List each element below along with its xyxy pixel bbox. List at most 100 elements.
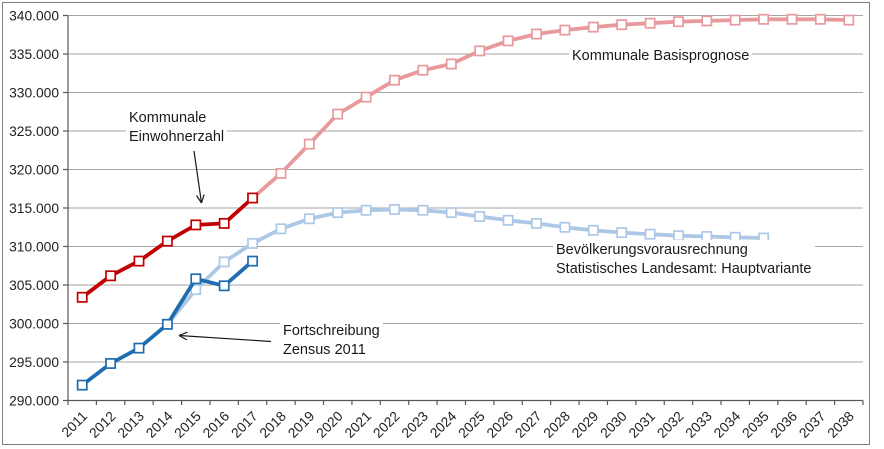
marker-bev-lkerungsvorausrechnung-statistisches (275, 223, 287, 235)
marker-bev-lkerungsvorausrechnung-statistisches (616, 227, 628, 239)
marker-bev-lkerungsvorausrechnung-statistisches (673, 230, 684, 242)
x-tick-label: 2012 (86, 409, 118, 441)
x-tick-label: 2025 (456, 408, 489, 441)
x-tick-label: 2020 (314, 408, 347, 441)
marker-kommunale-basisprognose (417, 64, 429, 76)
marker-kommunale-basisprognose (332, 108, 344, 120)
x-tick-label: 2013 (115, 408, 148, 441)
annotation-kommunale-einwohnerzahl: Kommunale Einwohnerzahl (126, 108, 228, 148)
marker-kommunale-basisprognose (786, 13, 798, 25)
marker-kommunale-einwohnerzahl (76, 291, 88, 303)
arrow-kommunale-einwohnerzahl-head (200, 194, 205, 204)
annotation-line: Bevölkerungsvorausrechnung (556, 242, 748, 258)
marker-kommunale-einwohnerzahl (133, 255, 145, 267)
x-tick-label: 2038 (825, 408, 858, 441)
marker-kommunale-einwohnerzahl (105, 270, 117, 282)
x-tick-label: 2024 (427, 408, 460, 441)
x-tick-label: 2022 (370, 409, 402, 441)
x-tick-label: 2032 (654, 409, 686, 441)
x-tick-label: 2026 (484, 408, 517, 441)
y-tick-label: 330.000 (9, 85, 59, 100)
annotation-line: Einwohnerzahl (129, 129, 225, 145)
marker-kommunale-basisprognose (673, 16, 684, 28)
marker-kommunale-basisprognose (531, 28, 542, 40)
x-tick-label: 2021 (342, 409, 374, 441)
x-tick-label: 2037 (796, 409, 828, 441)
arrow-fortschreibung-zensus-head (178, 334, 188, 341)
y-tick-label: 315.000 (9, 201, 59, 216)
x-tick-label: 2016 (200, 408, 233, 441)
marker-bev-lkerungsvorausrechnung-statistisches (303, 213, 315, 225)
x-tick-label: 2014 (143, 408, 176, 441)
marker-bev-lkerungsvorausrechnung-statistisches (445, 207, 457, 219)
y-tick-label: 295.000 (9, 355, 59, 370)
x-tick-label: 2017 (228, 409, 260, 441)
marker-fortschreibung-zensus-2011 (218, 280, 230, 292)
marker-kommunale-basisprognose (474, 45, 486, 57)
marker-kommunale-basisprognose (644, 17, 656, 29)
marker-bev-lkerungsvorausrechnung-statistisches (474, 211, 486, 222)
y-tick-label: 320.000 (9, 162, 59, 177)
marker-kommunale-basisprognose (559, 24, 571, 36)
x-tick-label: 2023 (399, 408, 432, 441)
marker-kommunale-basisprognose (360, 91, 372, 103)
y-tick-label: 305.000 (9, 278, 59, 293)
marker-kommunale-basisprognose (616, 19, 628, 31)
marker-bev-lkerungsvorausrechnung-statistisches (587, 224, 599, 236)
marker-kommunale-basisprognose (587, 21, 599, 33)
marker-kommunale-basisprognose (814, 13, 826, 25)
y-tick-label: 310.000 (9, 239, 59, 254)
annotation-line: Kommunale (129, 110, 207, 126)
marker-kommunale-basisprognose (701, 15, 713, 27)
annotation-fortschreibung-zensus: Fortschreibung Zensus 2011 (280, 321, 383, 361)
marker-kommunale-einwohnerzahl (190, 219, 202, 231)
annotation-bevoelkerungsvorausrechnung: Bevölkerungsvorausrechnung Statistisches… (553, 240, 815, 280)
x-tick-label: 2011 (59, 409, 91, 441)
marker-kommunale-basisprognose (729, 14, 741, 26)
annotation-line: Zensus 2011 (283, 342, 366, 358)
arrow-kommunale-einwohnerzahl (193, 150, 203, 204)
x-tick-label: 2028 (541, 408, 574, 441)
arrow-fortschreibung-zensus (178, 334, 272, 343)
marker-kommunale-basisprognose (275, 167, 287, 179)
x-tick-label: 2033 (683, 408, 716, 441)
marker-fortschreibung-zensus-2011 (105, 358, 117, 369)
x-tick-label: 2030 (597, 408, 630, 441)
marker-kommunale-basisprognose (303, 138, 315, 150)
x-tick-label: 2027 (512, 409, 544, 441)
marker-fortschreibung-zensus-2011 (161, 318, 173, 330)
x-tick-label: 2036 (768, 408, 801, 441)
marker-bev-lkerungsvorausrechnung-statistisches (502, 214, 514, 226)
marker-bev-lkerungsvorausrechnung-statistisches (332, 207, 344, 219)
x-tick-label: 2029 (569, 408, 602, 441)
marker-fortschreibung-zensus-2011 (133, 342, 145, 354)
y-tick-label: 340.000 (9, 8, 59, 23)
marker-bev-lkerungsvorausrechnung-statistisches (417, 204, 429, 216)
marker-bev-lkerungsvorausrechnung-statistisches (360, 204, 372, 216)
marker-bev-lkerungsvorausrechnung-statistisches (247, 237, 259, 249)
x-tick-label: 2035 (739, 408, 772, 441)
x-tick-label: 2019 (285, 408, 318, 441)
marker-kommunale-einwohnerzahl (218, 217, 230, 229)
marker-bev-lkerungsvorausrechnung-statistisches (531, 217, 542, 229)
annotation-line: Statistisches Landesamt: Hauptvariante (556, 261, 812, 277)
marker-fortschreibung-zensus-2011 (190, 273, 202, 285)
y-tick-label: 300.000 (9, 316, 59, 331)
y-tick-label: 325.000 (9, 124, 59, 139)
marker-bev-lkerungsvorausrechnung-statistisches (218, 256, 230, 268)
marker-kommunale-basisprognose (445, 58, 457, 70)
x-tick-label: 2034 (711, 408, 744, 441)
marker-fortschreibung-zensus-2011 (76, 379, 88, 391)
marker-kommunale-basisprognose (843, 14, 855, 26)
marker-kommunale-basisprognose (389, 74, 400, 86)
marker-kommunale-basisprognose (502, 35, 514, 47)
series-line-bev-lkerungsvorausrechnung-statistisches (165, 207, 766, 327)
x-tick-label: 2018 (257, 408, 290, 441)
marker-bev-lkerungsvorausrechnung-statistisches (644, 228, 656, 240)
annotation-line: Kommunale Basisprognose (572, 48, 750, 64)
marker-kommunale-basisprognose (758, 13, 770, 25)
annotation-kommunale-basisprognose: Kommunale Basisprognose (569, 46, 753, 67)
annotation-line: Fortschreibung (283, 323, 380, 339)
